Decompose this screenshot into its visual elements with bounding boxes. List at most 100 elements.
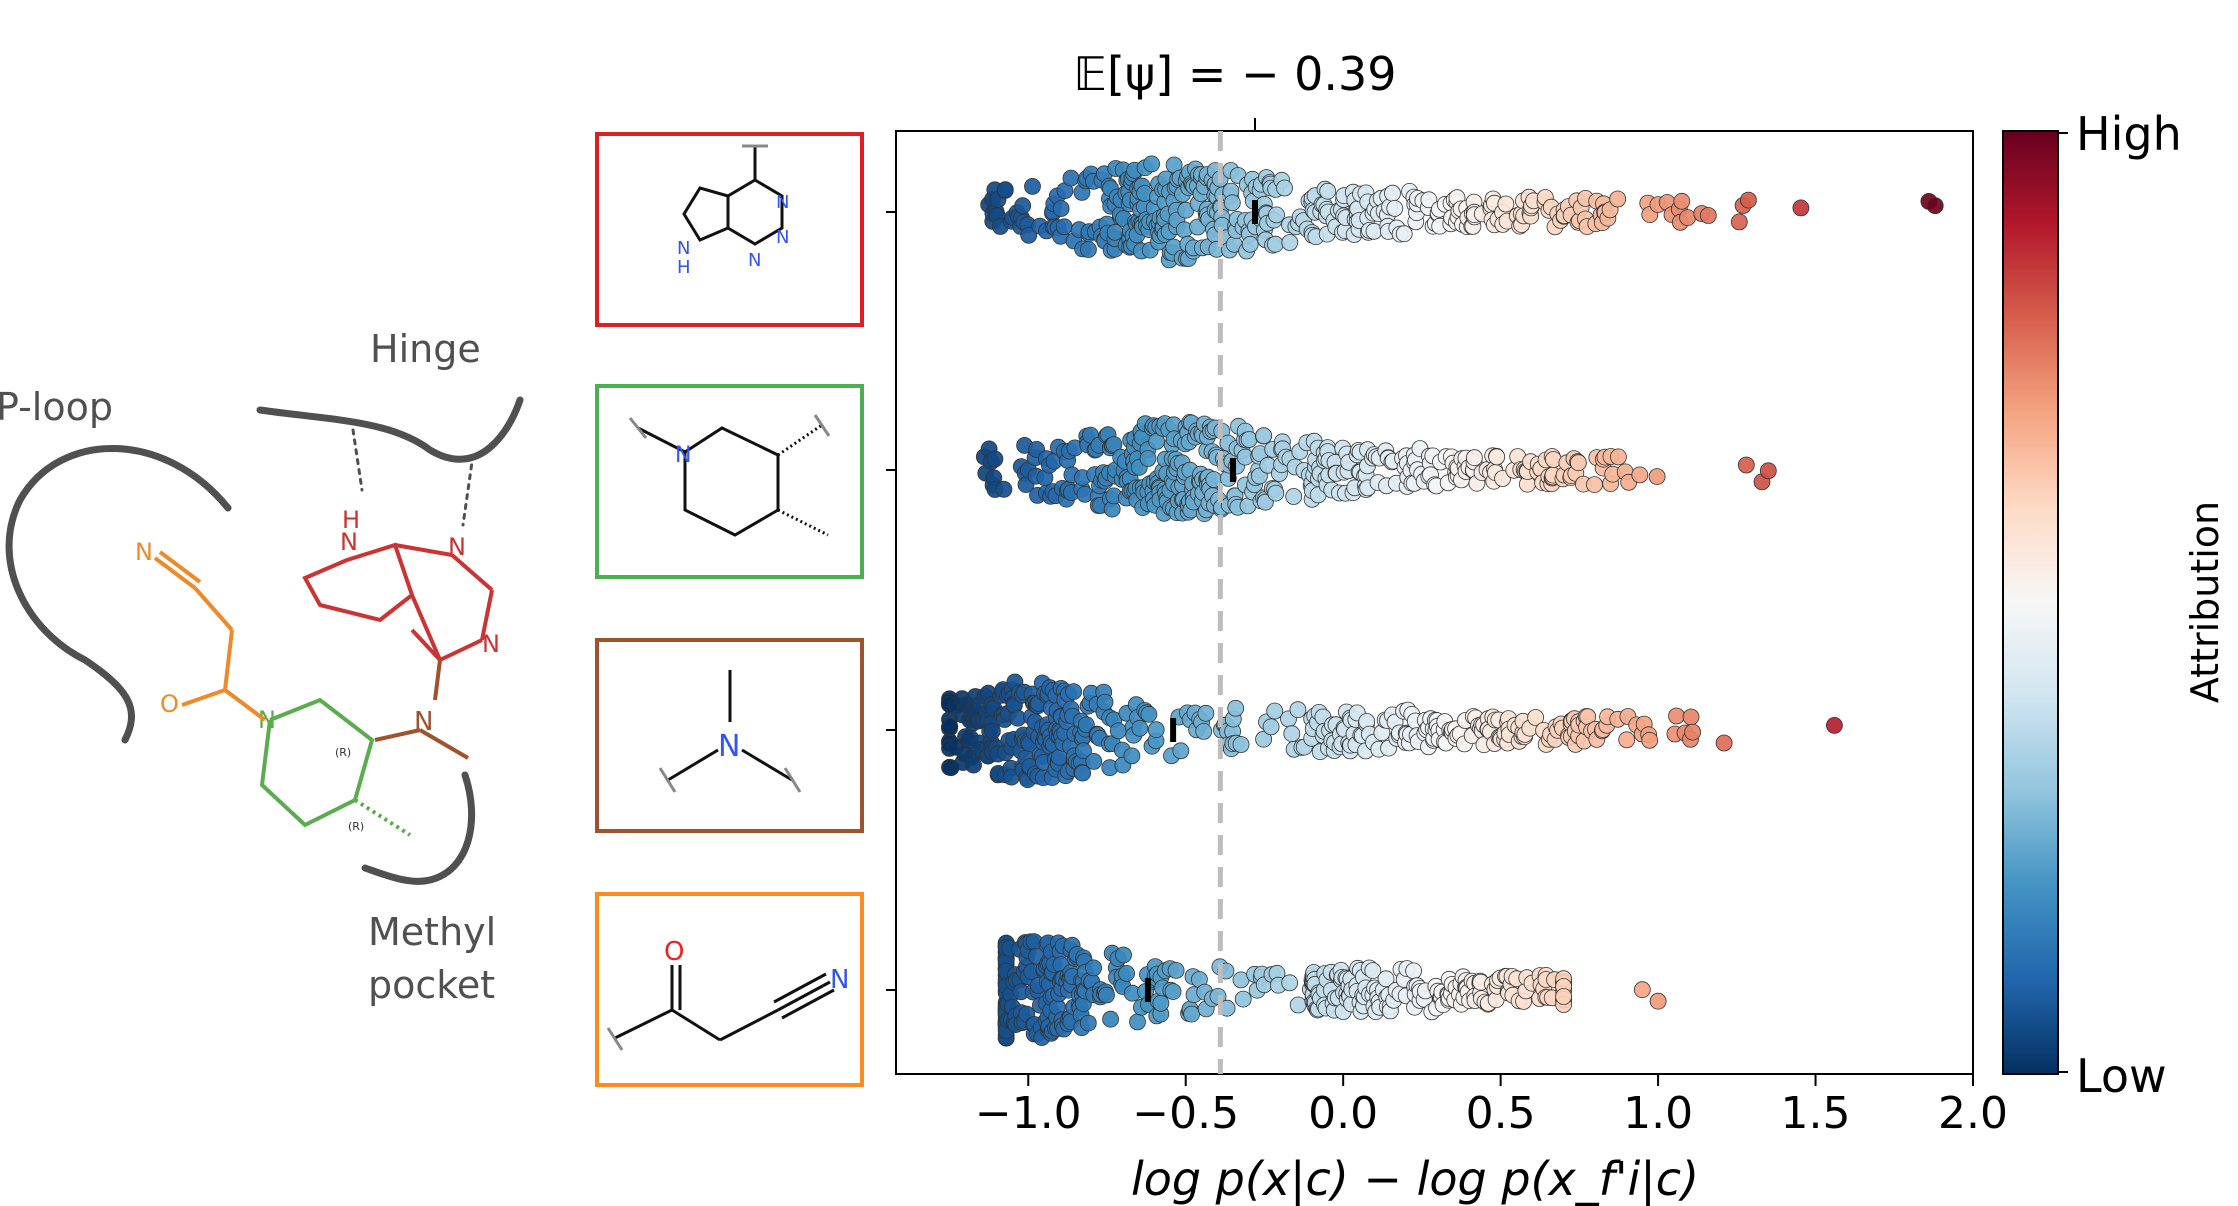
hinge-binder-fragment	[302, 542, 494, 701]
data-point	[1586, 476, 1603, 494]
frag1-n-3: N	[748, 250, 761, 271]
data-point	[1147, 721, 1165, 739]
data-point	[1668, 707, 1685, 725]
data-point	[1319, 182, 1337, 200]
data-point	[1364, 962, 1382, 979]
data-point	[1096, 693, 1114, 711]
piperidine-fragment	[259, 697, 412, 837]
data-point	[1826, 717, 1843, 734]
data-point	[986, 450, 1004, 468]
data-point	[1167, 962, 1185, 979]
data-point	[1740, 191, 1757, 209]
data-point	[1172, 742, 1190, 760]
mean-markers	[1144, 200, 1258, 1002]
data-point	[1079, 1014, 1097, 1032]
chart-title: 𝔼[ψ] = − 0.39	[1073, 47, 1396, 101]
x-tick-label: −0.5	[1132, 1088, 1239, 1139]
data-point	[1143, 155, 1160, 173]
data-point	[1065, 683, 1082, 700]
data-point	[984, 722, 1001, 740]
data-point	[1730, 213, 1748, 231]
data-point	[1395, 225, 1413, 243]
amine-linker-fragment	[374, 728, 470, 760]
colorbar-title: Attribution	[2183, 501, 2227, 703]
data-point	[1024, 177, 1041, 195]
colorbar-high-label: High	[2076, 107, 2182, 161]
data-point	[1118, 965, 1135, 982]
colorbar	[2002, 130, 2059, 1075]
data-point	[1285, 488, 1303, 505]
data-point	[1570, 454, 1587, 472]
data-point	[1085, 753, 1103, 770]
data-point	[1648, 468, 1666, 486]
data-point	[1075, 742, 1092, 760]
methyl-pocket-curve	[361, 771, 475, 885]
data-point	[1139, 450, 1157, 467]
data-point	[1682, 708, 1700, 726]
data-point	[1241, 235, 1259, 253]
fragment-boxes: N N N N H N	[595, 132, 864, 1087]
fragment-box-cyanoacetyl: O N	[595, 892, 864, 1087]
fragment-box-methylamine-linker: N	[595, 638, 864, 833]
hinge-h-atom: H	[342, 506, 360, 534]
data-point	[1152, 994, 1170, 1012]
data-points	[941, 155, 1944, 1047]
attribution-chart: −1.0 −0.5 0.0 0.5 1.0 1.5 2.0 𝔼[ψ] = − 0.39 lo…	[886, 47, 2227, 1206]
data-point	[1140, 705, 1158, 723]
data-point	[1109, 722, 1127, 740]
data-point	[1488, 448, 1506, 466]
x-tick-label: −1.0	[975, 1088, 1082, 1139]
x-tick-label: 0.0	[1308, 1088, 1378, 1139]
data-point	[1289, 701, 1307, 719]
hinge-curve	[256, 396, 524, 463]
hinge-n-atom: N	[340, 528, 358, 556]
data-point	[1227, 699, 1245, 717]
data-point	[1289, 996, 1307, 1014]
data-point	[1085, 959, 1102, 977]
data-point	[1080, 241, 1097, 258]
data-point	[1074, 764, 1091, 782]
frag4-o: O	[664, 937, 684, 967]
data-point	[996, 181, 1014, 199]
linker-n-atom: N	[414, 707, 433, 737]
data-point	[965, 756, 982, 774]
data-point	[1223, 194, 1241, 212]
data-point	[1609, 190, 1627, 208]
x-tick-label: 1.0	[1623, 1088, 1693, 1139]
data-point	[1266, 702, 1284, 720]
data-point	[1052, 200, 1070, 218]
data-point	[1197, 704, 1215, 722]
p-loop-curve	[5, 445, 232, 744]
x-tick-label: 1.5	[1781, 1088, 1851, 1139]
frag3-n: N	[718, 729, 740, 764]
data-point	[1014, 197, 1032, 215]
data-point	[1234, 990, 1252, 1008]
frag1-nh-n: N	[677, 238, 690, 259]
data-point	[1684, 723, 1701, 741]
data-point	[1267, 484, 1285, 502]
fragment-box-dimethylpiperidine: N	[595, 384, 864, 579]
data-point	[1527, 709, 1544, 726]
data-point	[1679, 209, 1696, 227]
hinge-label: Hinge	[370, 327, 481, 371]
frag1-n-2: N	[776, 227, 789, 248]
p-loop-label: P-loop	[0, 385, 113, 429]
x-tick-label: 2.0	[1938, 1088, 2008, 1139]
data-point	[1759, 462, 1777, 480]
data-point	[1649, 992, 1667, 1010]
data-point	[1283, 725, 1301, 743]
data-point	[1078, 716, 1095, 734]
data-point	[941, 718, 959, 735]
frag4-n: N	[830, 965, 849, 995]
data-point	[1276, 179, 1293, 197]
data-point	[1633, 981, 1651, 999]
data-point	[1102, 1010, 1119, 1028]
stereo-label-2: (R)	[348, 820, 364, 833]
data-point	[1255, 427, 1273, 445]
data-point	[1405, 962, 1422, 980]
data-point	[1610, 448, 1627, 466]
data-point	[1098, 986, 1115, 1004]
data-point	[995, 480, 1013, 498]
